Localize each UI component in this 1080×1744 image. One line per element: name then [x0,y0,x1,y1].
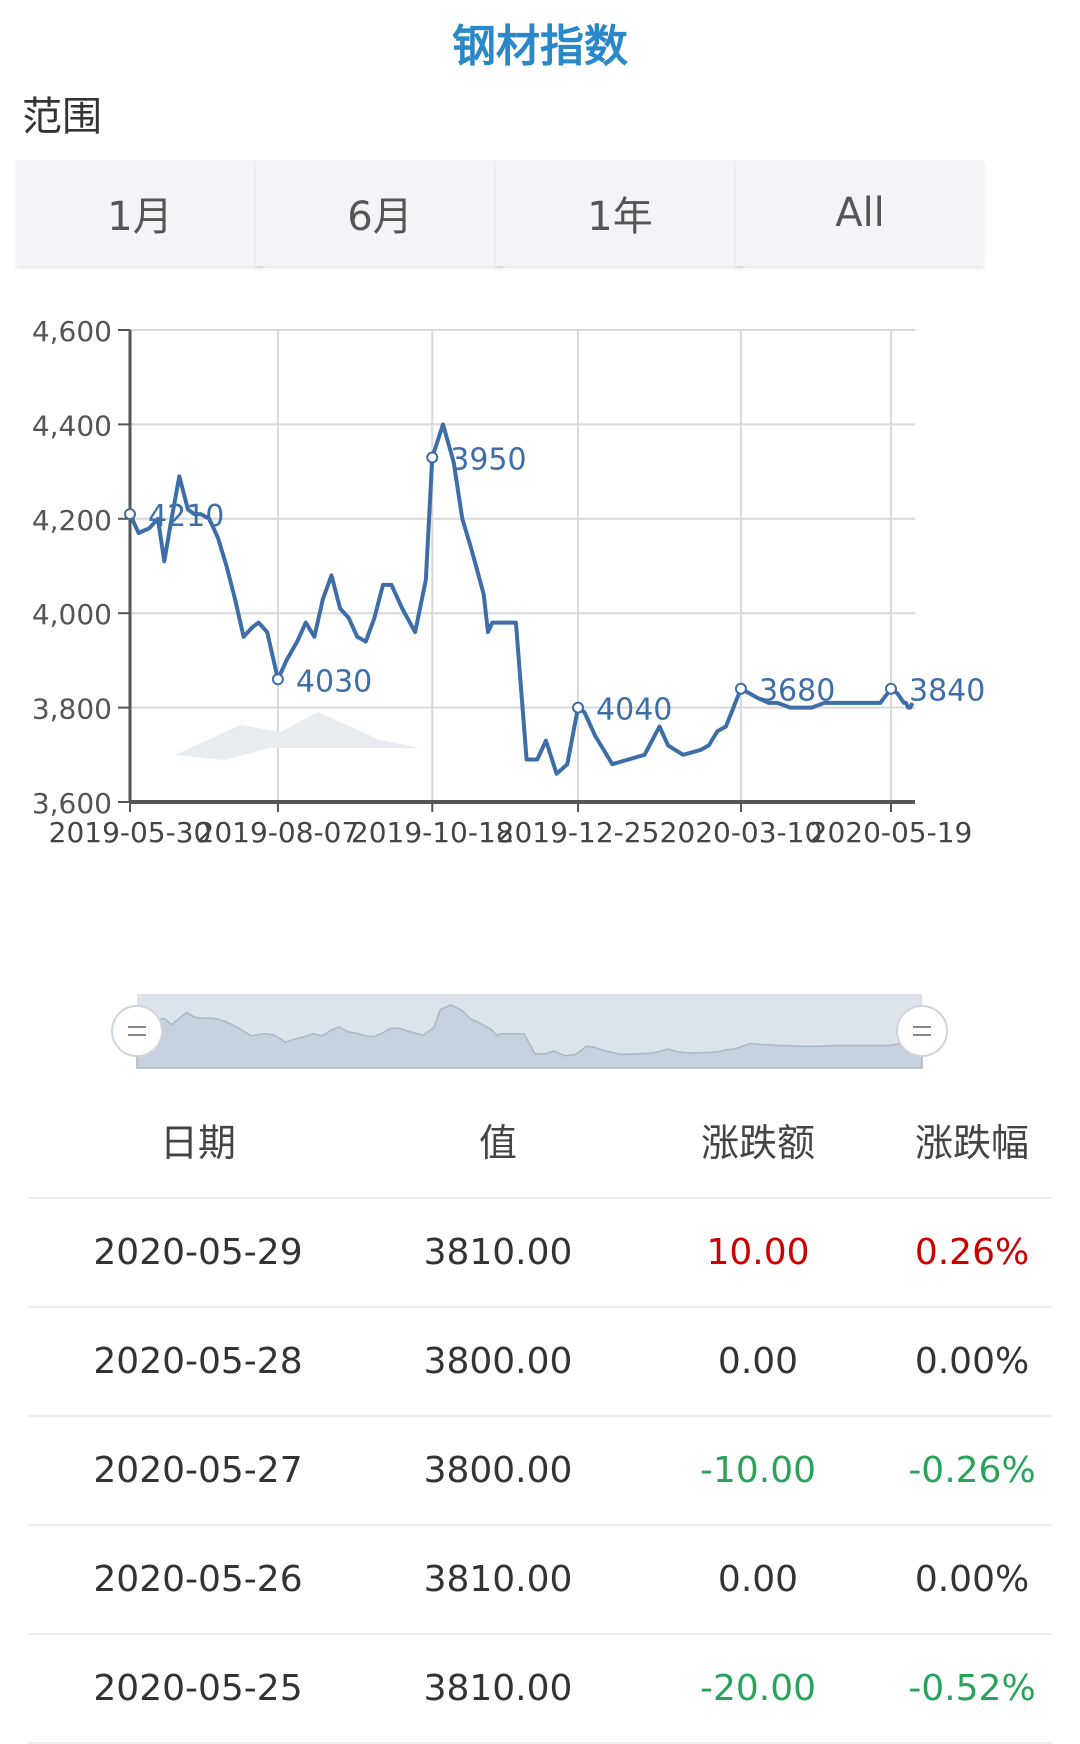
x-tick-label: 2019-12-25 [497,816,660,849]
row-value: 3800.00 [423,1341,573,1382]
data-point-marker [885,682,897,695]
data-label: 4040 [596,693,672,728]
y-tick-label: 4,200 [32,504,112,537]
row-change: 10.00 [706,1232,810,1273]
data-label: 3950 [450,442,526,477]
row-value: 3810.00 [423,1668,573,1709]
x-tick-label: 2020-03-10 [660,816,823,849]
data-point-marker [572,701,585,714]
series-line [128,422,915,776]
y-tick-label: 3,600 [32,787,112,820]
y-tick-label: 4,400 [32,409,112,442]
range-button-1m[interactable]: 1月 [16,160,264,266]
range-button-group: 1月 6月 1年 All [16,160,1064,266]
data-point-marker [124,508,136,521]
navigator-series [136,1004,923,1069]
data-label: 3680 [759,674,835,709]
handle-circle [111,1005,163,1057]
x-tick-label: 2019-05-30 [49,816,212,849]
range-button-all[interactable]: All [736,160,984,266]
row-change-pct: 0.26% [914,1232,1030,1273]
y-tick-label: 3,800 [32,693,112,726]
row-change: -20.00 [699,1668,817,1709]
row-change-pct: 0.00% [914,1341,1030,1382]
table-row: 2020-05-28 3800.00 0.00 0.00% [28,1308,1052,1417]
row-value: 3810.00 [423,1232,573,1273]
price-line-chart[interactable]: 4,600 4,400 4,200 4,000 3,800 3,6002019-05-30… [0,300,1080,940]
range-button-1y[interactable]: 1年 [496,160,744,266]
header-date: 日期 [159,1121,236,1165]
data-point-marker [734,682,747,695]
data-point-marker [426,451,439,464]
data-point-marker [271,673,284,686]
range-button-6m[interactable]: 6月 [256,160,504,266]
row-date: 2020-05-28 [93,1341,303,1382]
header-change-pct: 涨跌幅 [914,1121,1029,1165]
table-header: 日期 值 涨跌额 涨跌幅 [28,1090,1052,1199]
row-date: 2020-05-29 [93,1232,303,1273]
y-tick-label: 4,000 [32,598,112,631]
data-label: 4030 [296,664,372,699]
row-change-pct: -0.52% [908,1668,1036,1709]
row-value: 3800.00 [423,1450,573,1491]
range-navigator[interactable] [0,972,1080,1082]
navigator-right-handle[interactable] [896,1005,948,1057]
data-label: 4210 [148,499,224,534]
row-change: 0.00 [717,1559,799,1600]
row-change: -10.00 [699,1450,817,1491]
data-label: 3840 [909,674,985,709]
navigator-left-handle[interactable] [111,1005,163,1057]
handle-circle [896,1005,948,1057]
table-row: 2020-05-27 3800.00 -10.00 -0.26% [28,1417,1052,1526]
y-tick-label: 4,600 [32,315,112,348]
header-value: 值 [478,1121,517,1165]
page-title: 钢材指数 [452,21,628,72]
data-table: 日期 值 涨跌额 涨跌幅 2020-05-29 3810.00 10.00 0.… [28,1090,1052,1744]
row-change-pct: -0.26% [908,1450,1036,1491]
table-row: 2020-05-29 3810.00 10.00 0.26% [28,1199,1052,1308]
row-value: 3810.00 [423,1559,573,1600]
table-row: 2020-05-25 3810.00 -20.00 -0.52% [28,1635,1052,1744]
range-label: 范围 [22,94,102,140]
row-date: 2020-05-25 [93,1668,303,1709]
x-tick-label: 2020-05-19 [810,816,973,849]
row-change: 0.00 [717,1341,799,1382]
x-tick-label: 2019-10-18 [351,816,514,849]
x-tick-label: 2019-08-07 [197,816,360,849]
watermark-logo [175,712,420,760]
row-date: 2020-05-27 [93,1450,303,1491]
row-change-pct: 0.00% [914,1559,1030,1600]
row-date: 2020-05-26 [93,1559,303,1600]
header-change: 涨跌额 [700,1121,815,1165]
table-row: 2020-05-26 3810.00 0.00 0.00% [28,1526,1052,1635]
